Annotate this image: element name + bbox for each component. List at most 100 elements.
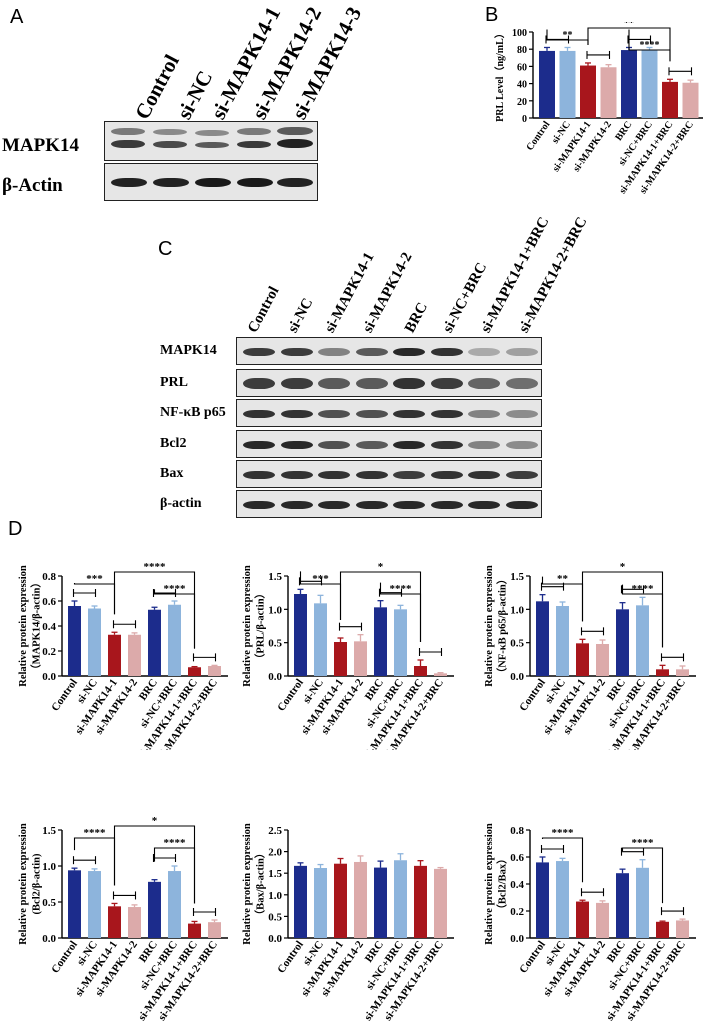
bar-si-NC (556, 861, 569, 938)
bar-si-MAPK14-1 (576, 643, 589, 676)
blot-band (355, 471, 388, 479)
significance-label: * (152, 815, 158, 827)
bar-si-NC (559, 50, 576, 118)
blot-band (280, 410, 313, 418)
y-tick-label: 2.0 (268, 847, 282, 859)
blot-band (505, 441, 538, 449)
bar-si-MAPK14-2+BRC (676, 669, 689, 676)
bar-si-MAPK14-1 (580, 65, 596, 118)
panel-letter-c: C (158, 238, 173, 260)
panel-letter-a: A (10, 6, 24, 28)
blot-band (243, 441, 275, 449)
blot-band (393, 501, 425, 509)
y-tick-label: 0.0 (268, 933, 282, 945)
blot-band (468, 410, 500, 418)
y-axis-label-unit: （MAPK14/β-actin） (30, 577, 43, 675)
lane-label-c-control: Control (245, 284, 283, 336)
y-tick-label: 0.0 (510, 933, 524, 945)
bar-si-MAPK14-1 (108, 634, 121, 676)
bar-si-MAPK14-1 (576, 901, 589, 938)
significance-label: ** (557, 573, 569, 585)
bar-si-MAPK14-1+BRC (414, 666, 427, 676)
blot-band (430, 378, 463, 389)
bar-si-MAPK14-2 (128, 634, 141, 676)
bar-si-MAPK14-2+BRC (434, 673, 447, 676)
bar-si-NC+BRC (641, 50, 658, 118)
significance-label: **** (632, 583, 655, 595)
bar-si-MAPK14-1+BRC (414, 865, 427, 938)
blot-band (393, 410, 425, 418)
bar-BRC (616, 873, 629, 938)
blot-band (355, 378, 388, 389)
bar-Control (536, 862, 549, 938)
x-tick-label: Control (524, 119, 552, 153)
y-tick-label: 0.5 (268, 911, 282, 923)
blot-band (355, 441, 388, 449)
y-tick-label: 1.0 (42, 861, 56, 873)
y-tick-label: 1.5 (268, 868, 282, 880)
blot-label-c-beta-actin: β-actin (160, 496, 202, 511)
bar-si-MAPK14-2 (600, 67, 617, 118)
y-tick-label: 0.2 (510, 906, 524, 918)
blot-c-strip-3 (236, 430, 542, 458)
bar-BRC (148, 609, 161, 676)
y-tick-label: 20 (517, 97, 527, 108)
significance-label: **** (552, 827, 575, 839)
blot-band (243, 378, 275, 389)
y-axis-label: PRL Level（ng/mL） (493, 28, 506, 122)
y-axis-label: Relative protein expression (18, 823, 29, 945)
blot-label-beta-actin: β-Actin (2, 175, 63, 196)
y-tick-label: 80 (517, 45, 527, 56)
significance-bracket (587, 27, 671, 62)
bar-si-MAPK14-1+BRC (656, 669, 669, 676)
blot-band (318, 441, 350, 449)
blot-label-c-prl: PRL (160, 375, 188, 390)
bar-si-NC+BRC (636, 867, 649, 938)
significance-label: * (378, 561, 384, 573)
y-tick-label: 0.6 (510, 852, 524, 864)
y-tick-label: 0.0 (510, 671, 524, 683)
significance-label: ** (624, 22, 634, 29)
bar-si-NC (314, 868, 327, 938)
chart-d-bcl2: 0.0 0.5 1.0 1.5 Relative protein expression(… (18, 815, 228, 1023)
blot-band (355, 348, 388, 356)
blot-band (243, 501, 275, 509)
bar-si-MAPK14-2 (354, 641, 367, 676)
bar-si-MAPK14-1+BRC (188, 667, 201, 676)
y-tick-label: 0.5 (268, 638, 282, 650)
significance-label: **** (164, 583, 187, 595)
bar-si-MAPK14-2 (596, 644, 609, 676)
blot-band (505, 378, 538, 389)
y-tick-label: 0.0 (268, 671, 282, 683)
y-tick-label: 0.8 (510, 825, 524, 837)
y-axis-label: Relative protein expression (484, 823, 495, 945)
y-tick-label: 60 (517, 62, 527, 73)
y-tick-label: 0.5 (510, 638, 524, 650)
blot-strip-mapk14 (104, 121, 318, 161)
blot-band (430, 441, 463, 449)
blot-c-strip-4 (236, 460, 542, 488)
blot-band (393, 378, 425, 389)
y-axis-label-unit: （Bcl2/Bax） (496, 853, 509, 914)
bar-si-MAPK14-2+BRC (676, 920, 689, 938)
blot-band (505, 348, 538, 356)
significance-label: ** (563, 30, 573, 41)
blot-band (430, 410, 463, 418)
y-tick-label: 0.5 (42, 897, 56, 909)
significance-label: **** (84, 827, 107, 839)
blot-band (430, 501, 463, 509)
blot-band (355, 501, 388, 509)
chart-d-prl: 0.0 0.5 1.0 1.5 Relative protein expression （… (242, 561, 454, 750)
bar-si-MAPK14-1+BRC (656, 921, 669, 938)
significance-bracket (541, 837, 584, 883)
blot-band (468, 378, 500, 389)
chart-d-bax: 0.0 0.5 1.0 1.5 2.0 2.5 Relative protein expre… (242, 823, 454, 1023)
chart-d-mapk14: 0.0 0.2 0.4 0.6 0.8 Relative protein expressi… (18, 561, 228, 750)
bar-si-NC+BRC (168, 604, 181, 676)
bar-si-MAPK14-2+BRC (208, 666, 221, 676)
blot-band (430, 348, 463, 356)
bar-Control (68, 606, 81, 676)
blot-band (318, 378, 350, 389)
blot-band (468, 441, 500, 449)
bar-si-NC (88, 608, 101, 676)
